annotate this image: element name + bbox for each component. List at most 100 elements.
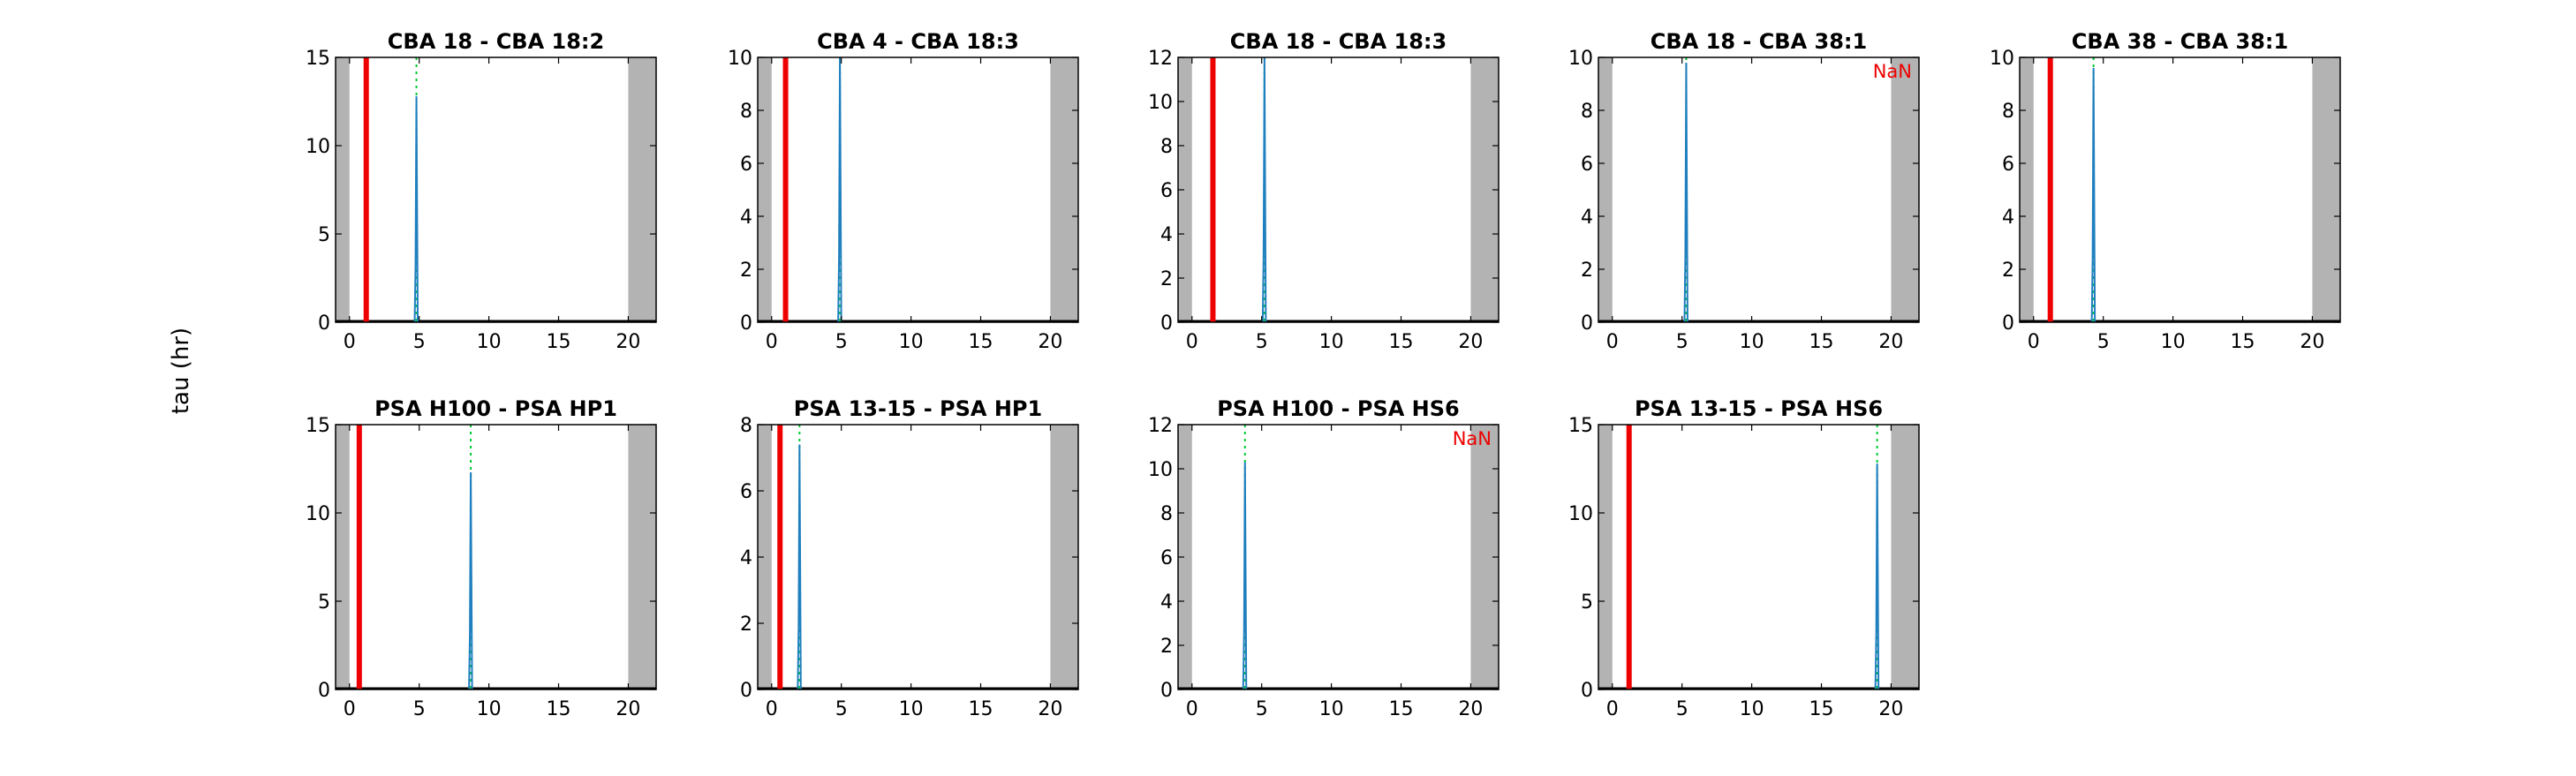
- y-tick-label: 5: [318, 591, 330, 614]
- y-tick-label: 5: [318, 224, 330, 246]
- gray-band: [336, 425, 350, 689]
- y-tick-label: 8: [2002, 101, 2014, 123]
- subplot-2: 0 2 4 6 8 10 0 5 10 15 20 CBA 4 - CBA 18:3: [728, 29, 1079, 353]
- x-tick-label: 5: [1256, 331, 1268, 353]
- y-tick-label: 10: [1568, 503, 1593, 525]
- y-tick-label: 0: [318, 313, 330, 335]
- gray-band: [2020, 57, 2034, 322]
- x-tick-label: 20: [1878, 698, 1903, 720]
- y-tick-label: 0: [318, 680, 330, 702]
- axes-frame: [1177, 424, 1500, 690]
- y-tick-label: 0: [1160, 680, 1173, 702]
- gray-band: [758, 57, 772, 322]
- peak-trace: [2090, 67, 2096, 323]
- x-tick-label: 5: [1256, 698, 1268, 720]
- peak-trace: [1683, 62, 1688, 323]
- x-tick-label: 0: [766, 698, 778, 720]
- axes-frame: [757, 424, 1079, 690]
- gray-band: [1178, 425, 1192, 689]
- y-tick-label: 4: [740, 547, 752, 569]
- peak-trace: [413, 95, 419, 323]
- y-tick-label: 8: [1581, 101, 1593, 123]
- y-tick-label: 4: [2002, 207, 2014, 229]
- y-tick-label: 10: [1148, 92, 1173, 114]
- subplot-1: 0 5 10 15 0 5 10 15 20 CBA 18 - CBA 18:2: [306, 29, 657, 353]
- x-tick-label: 15: [969, 698, 993, 720]
- y-tick-label: 0: [740, 313, 752, 335]
- subplot-5: 0 2 4 6 8 10 0 5 10 15 20 CBA 38 - CBA 38:1: [1990, 29, 2341, 353]
- y-tick-label: 15: [306, 415, 330, 437]
- x-tick-label: 15: [547, 698, 571, 720]
- x-tick-label: 15: [1389, 698, 1414, 720]
- y-tick-label: 15: [306, 48, 330, 70]
- x-tick-label: 0: [2028, 331, 2040, 353]
- subplot-3: 0 2 4 6 8 10 12 0 5 10 15 20 CBA 18 - CBA 18:3: [1148, 29, 1500, 353]
- y-tick-label: 5: [1581, 591, 1593, 614]
- x-tick-label: 20: [1038, 698, 1062, 720]
- y-tick-label: 0: [1581, 313, 1593, 335]
- y-tick-label: 6: [1581, 154, 1593, 176]
- x-tick-label: 5: [1676, 331, 1688, 353]
- subplot-title: CBA 18 - CBA 38:1: [1651, 29, 1867, 54]
- subplot-title: CBA 38 - CBA 38:1: [2072, 29, 2288, 54]
- x-tick-label: 15: [2231, 331, 2255, 353]
- x-tick-label: 10: [899, 698, 924, 720]
- subplot-title: PSA 13-15 - PSA HP1: [794, 396, 1042, 421]
- peak-trace: [1874, 463, 1880, 690]
- x-tick-label: 0: [344, 698, 356, 720]
- x-tick-label: 15: [1809, 331, 1834, 353]
- y-tick-label: 2: [1160, 636, 1173, 658]
- y-tick-label: 15: [1568, 415, 1593, 437]
- y-tick-label: 10: [1568, 48, 1593, 70]
- x-tick-label: 15: [969, 331, 993, 353]
- x-tick-label: 10: [1740, 331, 1764, 353]
- gray-band: [1891, 57, 1919, 322]
- y-tick-label: 8: [1160, 503, 1173, 525]
- gray-band: [1598, 425, 1613, 689]
- x-tick-label: 0: [344, 331, 356, 353]
- y-tick-label: 4: [740, 207, 752, 229]
- subplot-8: 0 2 4 6 8 10 12 0 5 10 15 20 PSA H100 - PSA HS6 NaN: [1148, 396, 1500, 720]
- axes-frame: [1598, 424, 1920, 690]
- x-tick-label: 20: [616, 698, 640, 720]
- axes-frame: [2019, 57, 2341, 323]
- subplot-title: CBA 18 - CBA 18:3: [1230, 29, 1447, 54]
- y-tick-label: 2: [1581, 260, 1593, 282]
- y-tick-label: 4: [1160, 224, 1173, 246]
- peak-trace: [468, 471, 473, 690]
- y-tick-label: 2: [2002, 260, 2014, 282]
- axes-frame: [335, 57, 657, 323]
- y-tick-label: 0: [1160, 313, 1173, 335]
- y-tick-label: 10: [306, 136, 330, 158]
- gray-band: [628, 57, 656, 322]
- subplot-title: PSA 13-15 - PSA HS6: [1635, 396, 1883, 421]
- y-tick-label: 6: [740, 154, 752, 176]
- x-tick-label: 20: [1038, 331, 1062, 353]
- x-tick-label: 0: [766, 331, 778, 353]
- gray-band: [628, 425, 656, 689]
- x-tick-label: 5: [413, 698, 426, 720]
- subplot-title: CBA 18 - CBA 18:2: [388, 29, 604, 54]
- gray-band: [2312, 57, 2340, 322]
- x-tick-label: 10: [899, 331, 924, 353]
- peak-trace: [797, 444, 802, 690]
- x-tick-label: 10: [1319, 331, 1344, 353]
- peak-trace: [837, 57, 842, 323]
- x-tick-label: 0: [1606, 698, 1619, 720]
- x-tick-label: 15: [1389, 331, 1414, 353]
- subplot-title: CBA 4 - CBA 18:3: [817, 29, 1019, 54]
- nan-annotation: NaN: [1873, 61, 1912, 82]
- y-tick-label: 6: [2002, 154, 2014, 176]
- x-tick-label: 5: [413, 331, 426, 353]
- x-tick-label: 20: [2300, 331, 2324, 353]
- y-tick-label: 10: [306, 503, 330, 525]
- y-tick-label: 12: [1148, 48, 1173, 70]
- x-tick-label: 20: [1458, 331, 1483, 353]
- gray-band: [1891, 425, 1919, 689]
- x-tick-label: 0: [1606, 331, 1619, 353]
- y-tick-label: 2: [1160, 268, 1173, 290]
- x-tick-label: 20: [1458, 698, 1483, 720]
- x-tick-label: 20: [1878, 331, 1903, 353]
